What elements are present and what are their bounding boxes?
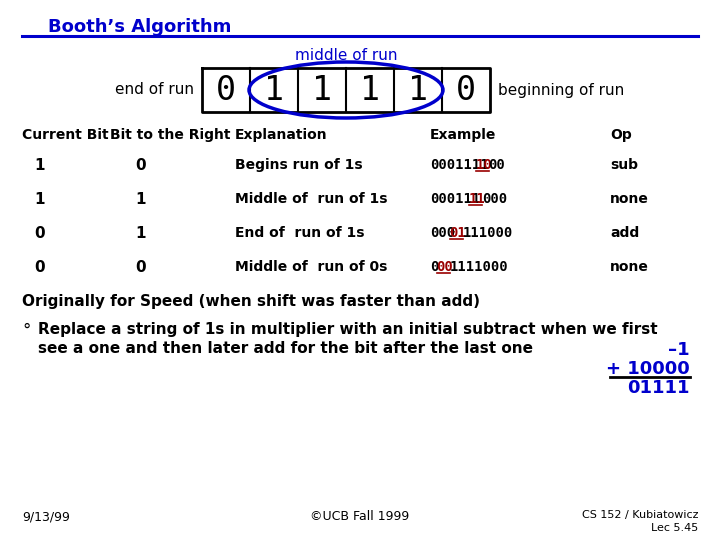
Text: none: none: [610, 192, 649, 206]
Text: Op: Op: [610, 128, 631, 142]
Text: 00: 00: [488, 158, 505, 172]
Text: add: add: [610, 226, 639, 240]
Text: ©UCB Fall 1999: ©UCB Fall 1999: [310, 510, 410, 523]
Text: °: °: [22, 322, 30, 340]
Text: 1: 1: [34, 158, 45, 173]
Text: Explanation: Explanation: [235, 128, 328, 142]
Text: Originally for Speed (when shift was faster than add): Originally for Speed (when shift was fas…: [22, 294, 480, 309]
Text: 000: 000: [482, 192, 507, 206]
Text: end of run: end of run: [115, 83, 194, 98]
Text: 9/13/99: 9/13/99: [22, 510, 70, 523]
Text: End of  run of 1s: End of run of 1s: [235, 226, 369, 240]
Text: 10: 10: [475, 158, 492, 172]
Text: 00: 00: [436, 260, 454, 274]
Text: 0001111: 0001111: [430, 158, 489, 172]
Text: –1: –1: [668, 341, 690, 359]
Text: Replace a string of 1s in multiplier with an initial subtract when we first: Replace a string of 1s in multiplier wit…: [38, 322, 657, 337]
Text: Middle of  run of 1s: Middle of run of 1s: [235, 192, 387, 206]
Text: 111000: 111000: [462, 226, 513, 240]
Text: 0: 0: [135, 260, 145, 275]
Text: none: none: [610, 260, 649, 274]
Text: 0: 0: [216, 73, 236, 106]
Text: see a one and then later add for the bit after the last one: see a one and then later add for the bit…: [38, 341, 533, 356]
Text: Booth’s Algorithm: Booth’s Algorithm: [48, 18, 231, 36]
Text: 01111: 01111: [628, 379, 690, 397]
Text: 1: 1: [312, 73, 332, 106]
Text: Lec 5.45: Lec 5.45: [651, 523, 698, 533]
Text: Middle of  run of 0s: Middle of run of 0s: [235, 260, 387, 274]
Text: beginning of run: beginning of run: [498, 83, 624, 98]
Text: 1: 1: [135, 192, 145, 207]
Text: 1: 1: [360, 73, 380, 106]
Text: CS 152 / Kubiatowicz: CS 152 / Kubiatowicz: [582, 510, 698, 520]
Text: 11: 11: [469, 192, 486, 206]
Text: Begins run of 1s: Begins run of 1s: [235, 158, 367, 172]
Text: 0: 0: [135, 158, 145, 173]
Text: 1: 1: [408, 73, 428, 106]
Text: 01: 01: [449, 226, 467, 240]
Text: + 10000: + 10000: [606, 360, 690, 378]
Text: 1: 1: [135, 226, 145, 241]
Text: Current Bit: Current Bit: [22, 128, 109, 142]
Text: 0: 0: [34, 260, 45, 275]
Text: Bit to the Right: Bit to the Right: [110, 128, 230, 142]
Text: 000: 000: [430, 226, 455, 240]
Text: middle of run: middle of run: [294, 48, 397, 63]
Text: 0: 0: [430, 260, 438, 274]
Text: 0: 0: [456, 73, 476, 106]
Text: 0: 0: [34, 226, 45, 241]
Text: Example: Example: [430, 128, 496, 142]
Text: sub: sub: [610, 158, 638, 172]
Text: 1: 1: [34, 192, 45, 207]
Text: 1111000: 1111000: [449, 260, 508, 274]
Text: 000111: 000111: [430, 192, 480, 206]
Text: 1: 1: [264, 73, 284, 106]
